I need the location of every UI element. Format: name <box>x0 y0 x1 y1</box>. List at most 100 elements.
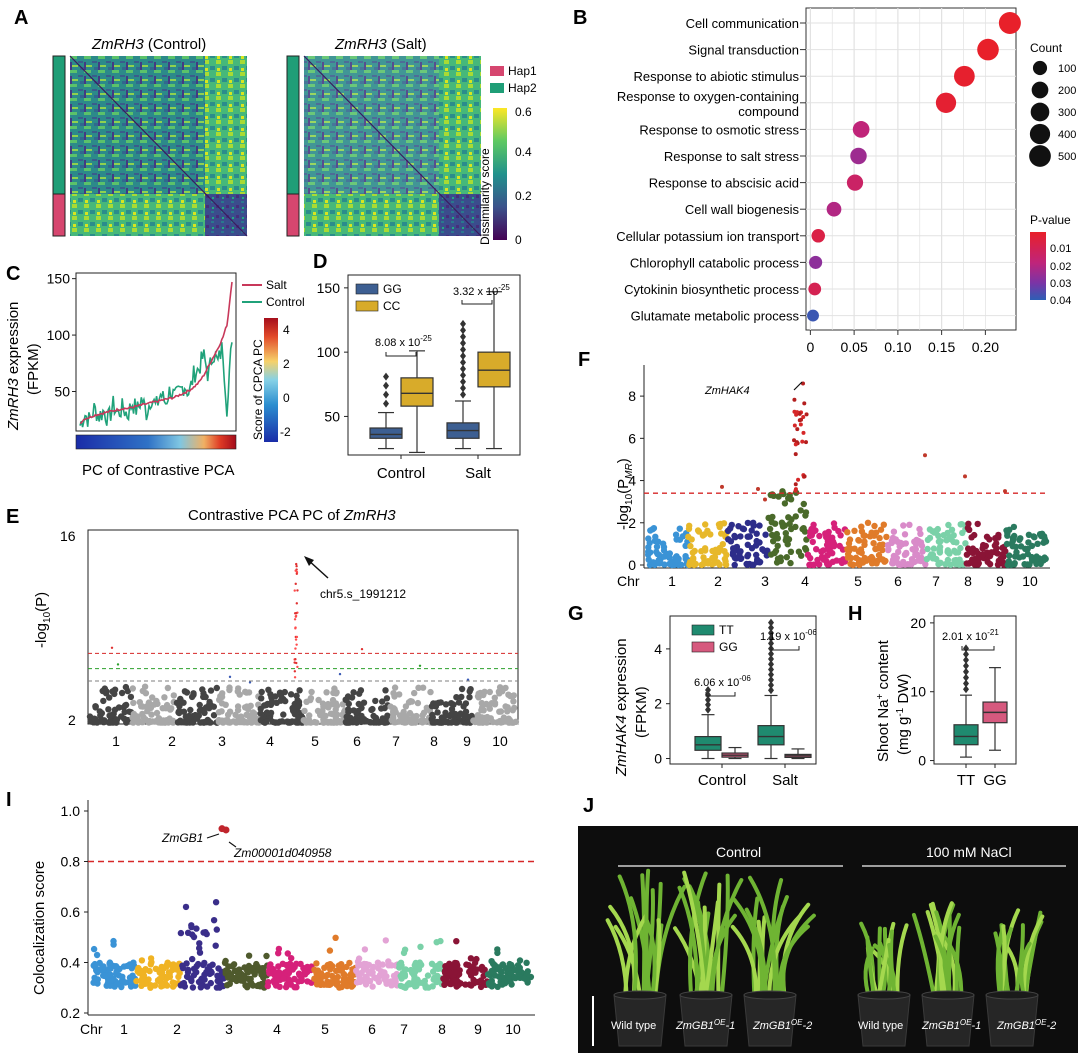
manhattan-point <box>1003 527 1010 534</box>
coloc-point <box>133 977 140 985</box>
panel-j-letter: J <box>583 795 594 817</box>
cpca-tick-2: 2 <box>283 357 290 371</box>
manhattan-point <box>890 528 898 535</box>
coloc-point <box>195 978 203 986</box>
peak-point <box>793 452 798 457</box>
plant-illustrations <box>605 868 1045 1047</box>
manhattan-point <box>986 552 994 560</box>
coloc-point <box>313 960 320 967</box>
manhattan-point <box>721 555 729 563</box>
coloc-point <box>208 969 215 976</box>
coloc-point <box>253 960 260 968</box>
category-label: Response to osmotic stress <box>639 122 799 137</box>
manhattan-point <box>901 531 909 538</box>
manhattan-point <box>756 539 763 546</box>
peak-point <box>793 442 798 447</box>
box-outlier <box>963 685 969 694</box>
manhattan-point <box>486 688 493 696</box>
manhattan-f-points <box>645 381 1050 569</box>
box-outlier <box>963 650 969 659</box>
coloc-point <box>235 971 242 979</box>
manhattan-point <box>876 534 883 542</box>
manhattan-point <box>851 545 858 552</box>
manhattan-point <box>464 713 472 720</box>
manhattan-point <box>837 557 844 565</box>
coloc-point <box>226 973 234 980</box>
manhattan-point <box>716 561 723 568</box>
peak-point <box>800 439 805 444</box>
box-body <box>757 725 785 746</box>
manhattan-point <box>700 554 707 561</box>
enrichment-dot <box>852 121 870 138</box>
manhattan-point <box>370 712 377 720</box>
panel-d-letter: D <box>313 251 327 273</box>
x-tick-label: 9 <box>463 733 471 749</box>
coloc-point <box>126 962 133 970</box>
manhattan-point <box>926 534 934 542</box>
coloc-point <box>362 981 370 988</box>
coloc-point <box>254 982 261 990</box>
manhattan-point <box>771 532 778 539</box>
plant-pot-rim <box>857 990 911 1000</box>
coloc-point <box>485 980 493 987</box>
coloc-point <box>112 970 120 978</box>
coloc-point <box>200 961 207 969</box>
coloc-point <box>258 965 265 972</box>
manhattan-point <box>207 687 215 694</box>
box-outlier <box>460 384 466 393</box>
manhattan-point <box>504 704 511 711</box>
box-outlier <box>460 390 466 399</box>
annotation-zmhak4: ZmHAK4 <box>704 385 750 397</box>
enrichment-dot <box>846 174 864 191</box>
plant-leaf <box>767 914 802 1002</box>
manhattan-point <box>892 536 899 543</box>
box-outlier <box>383 381 389 390</box>
manhattan-point <box>458 693 465 701</box>
manhattan-point <box>379 698 386 705</box>
peak-point <box>294 638 298 641</box>
manhattan-point <box>115 704 123 711</box>
manhattan-point <box>183 689 191 696</box>
manhattan-point <box>326 702 333 709</box>
boxplot-h-ylabel-unit: (mg g-1 DW) <box>895 674 912 755</box>
boxplot-h-y-ticks: 20 10 0 <box>910 615 934 769</box>
legend-gg-swatch-g <box>691 641 715 653</box>
category-label: Response to abscisic acid <box>649 176 799 191</box>
manhattan-point <box>792 513 799 520</box>
coloc-point <box>139 974 146 981</box>
box-outlier <box>460 332 466 341</box>
coloc-point <box>166 973 174 980</box>
x-tick-label: 0.05 <box>841 339 868 355</box>
colorbar-tick-0: 0 <box>515 233 522 247</box>
manhattan-point <box>142 690 150 697</box>
manhattan-point <box>236 691 243 698</box>
manhattan-point <box>1033 560 1040 568</box>
manhattan-point <box>463 719 470 726</box>
x-tick-label: 1 <box>112 733 120 749</box>
manhattan-point <box>353 719 360 726</box>
manhattan-point <box>510 692 517 699</box>
category-label: Chlorophyll catabolic process <box>630 255 800 270</box>
category-label: Response to oxygen-containing <box>617 89 799 104</box>
manhattan-point <box>785 495 792 502</box>
coloc-point <box>196 940 203 947</box>
manhattan-point <box>820 556 827 563</box>
legend-hap1-swatch <box>490 66 504 76</box>
boxplot-d-x-ticks: Control Salt <box>377 455 492 482</box>
coloc-point <box>244 984 251 991</box>
coloc-point <box>336 984 343 991</box>
manhattan-point <box>1024 561 1031 568</box>
manhattan-point <box>510 698 517 705</box>
annotation-zmgb1: ZmGB1 <box>161 831 203 845</box>
legend-gg-swatch <box>355 283 379 295</box>
manhattan-point <box>1009 535 1017 542</box>
coloc-point <box>338 961 345 968</box>
coloc-point <box>122 979 129 986</box>
peak-point <box>295 602 299 605</box>
manhattan-point <box>855 537 863 544</box>
photo-label-oe2-2: ZmGB1OE-2 <box>996 1018 1056 1032</box>
manhattan-point <box>673 536 680 543</box>
coloc-point <box>446 960 453 967</box>
legend-hap2-label: Hap2 <box>508 81 537 95</box>
